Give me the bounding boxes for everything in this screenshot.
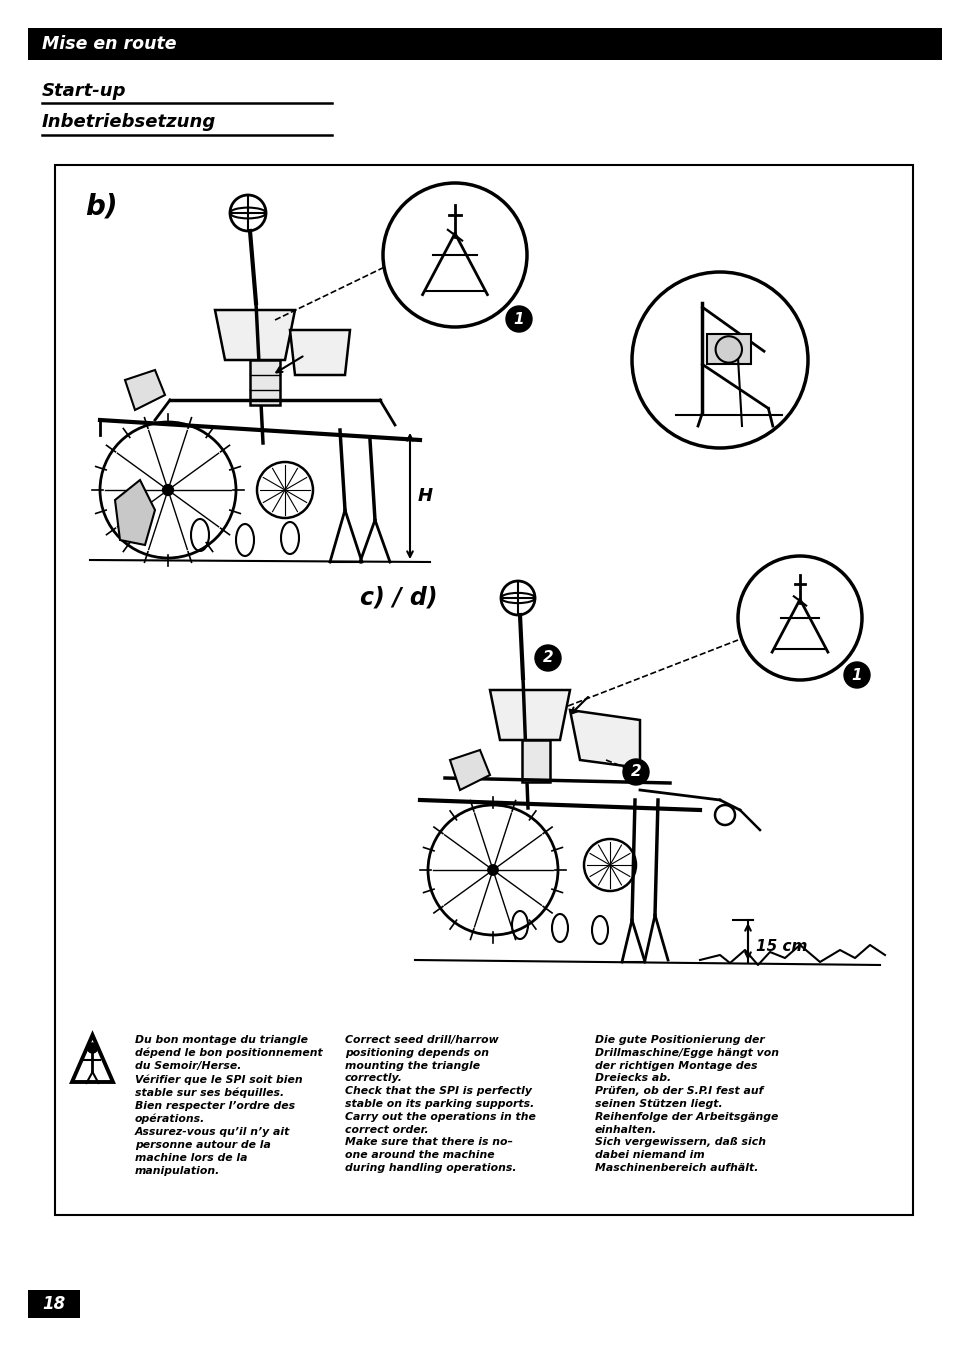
Circle shape <box>715 336 741 363</box>
Bar <box>28 28 941 59</box>
Text: Start-up: Start-up <box>42 82 127 100</box>
Text: Mise en route: Mise en route <box>42 35 176 53</box>
Text: 2: 2 <box>630 764 640 779</box>
Circle shape <box>622 759 648 784</box>
Text: H: H <box>417 487 433 505</box>
Polygon shape <box>290 329 350 375</box>
Circle shape <box>88 1044 97 1053</box>
Circle shape <box>505 306 532 332</box>
Bar <box>521 740 550 782</box>
Bar <box>706 333 750 364</box>
Circle shape <box>487 865 497 875</box>
Circle shape <box>162 485 173 495</box>
Circle shape <box>843 662 869 688</box>
Text: 15 cm: 15 cm <box>755 940 806 954</box>
Polygon shape <box>450 751 490 790</box>
Polygon shape <box>115 481 154 545</box>
Text: Inbetriebsetzung: Inbetriebsetzung <box>42 113 216 131</box>
Text: 1: 1 <box>851 667 862 683</box>
Ellipse shape <box>382 184 526 327</box>
Text: b): b) <box>85 193 117 221</box>
Text: Correct seed drill/harrow
positioning depends on
mounting the triangle
correctly: Correct seed drill/harrow positioning de… <box>345 1035 536 1173</box>
Bar <box>55 165 912 1215</box>
Bar <box>250 360 280 405</box>
Polygon shape <box>71 1035 112 1081</box>
Ellipse shape <box>738 556 862 680</box>
Text: 18: 18 <box>42 1295 66 1314</box>
Text: Die gute Positionierung der
Drillmaschine/Egge hängt von
der richtigen Montage d: Die gute Positionierung der Drillmaschin… <box>595 1035 779 1173</box>
Text: c) / d): c) / d) <box>359 585 437 609</box>
Text: 1: 1 <box>513 312 524 327</box>
Polygon shape <box>125 370 165 410</box>
Circle shape <box>535 645 560 671</box>
Text: 2: 2 <box>542 651 553 666</box>
Polygon shape <box>569 710 639 768</box>
Polygon shape <box>214 310 294 360</box>
Polygon shape <box>490 690 569 740</box>
Ellipse shape <box>631 271 807 448</box>
Text: Du bon montage du triangle
dépend le bon positionnement
du Semoir/Herse.
Vérifie: Du bon montage du triangle dépend le bon… <box>135 1035 322 1176</box>
Bar <box>28 1291 80 1318</box>
